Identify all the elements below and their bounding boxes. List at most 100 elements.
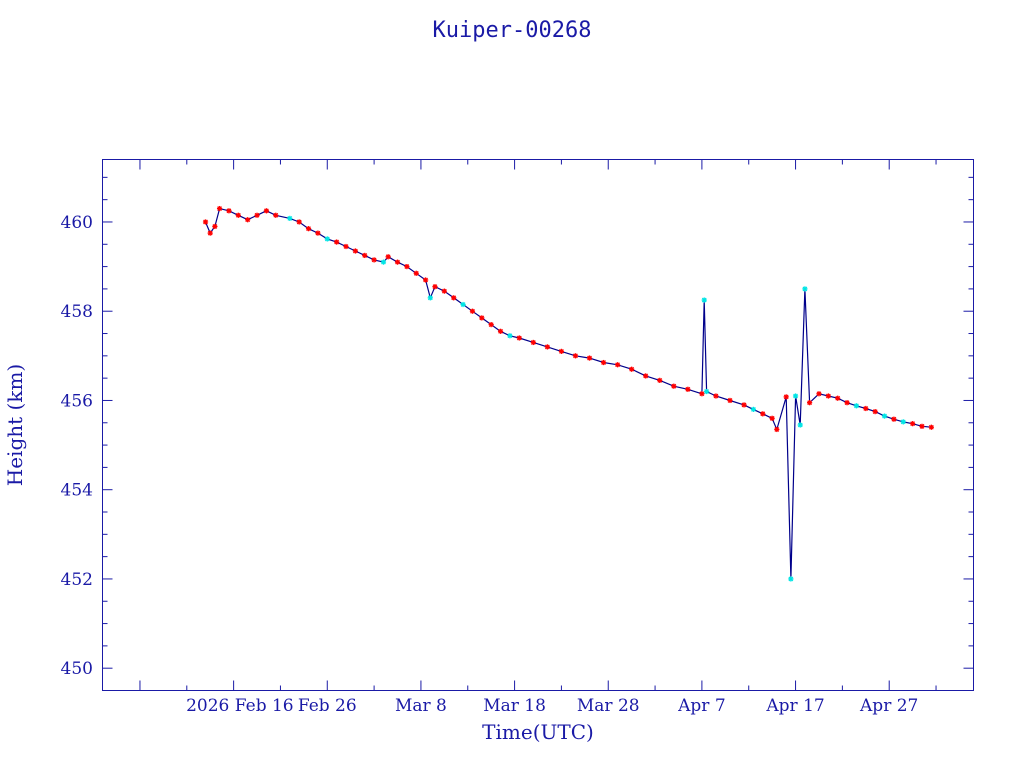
data-point-marker <box>816 391 822 397</box>
x-tick-label: Apr 27 <box>859 696 918 716</box>
series-line <box>204 207 932 579</box>
data-point-marker <box>516 335 522 341</box>
data-point-marker <box>600 359 607 366</box>
data-point-marker <box>427 295 433 301</box>
data-point-marker <box>441 288 447 294</box>
data-point-marker <box>404 263 410 270</box>
data-point-marker <box>760 411 766 417</box>
data-point-marker <box>479 315 485 321</box>
data-point-marker <box>928 424 934 430</box>
data-point-marker <box>881 413 888 419</box>
data-point-marker <box>530 339 536 346</box>
data-point-marker <box>835 395 841 401</box>
data-point-marker <box>671 383 677 389</box>
data-point-marker <box>872 409 878 415</box>
data-point-marker <box>643 373 649 379</box>
data-point-marker <box>615 362 621 368</box>
data-point-marker <box>385 254 391 260</box>
data-point-marker <box>226 208 232 214</box>
data-point-marker <box>235 212 241 218</box>
data-point-marker <box>802 286 808 292</box>
data-point-marker <box>362 252 368 259</box>
data-point-marker <box>769 415 775 421</box>
data-point-marker <box>797 422 803 428</box>
data-point-marker <box>263 208 269 214</box>
data-point-marker <box>273 212 279 218</box>
data-point-marker <box>572 353 579 359</box>
data-point-marker <box>741 402 747 408</box>
data-point-marker <box>413 270 419 276</box>
series-markers <box>202 205 934 582</box>
y-tick-label: 450 <box>61 659 93 679</box>
data-point-marker <box>713 393 719 399</box>
x-tick-label: Mar 28 <box>577 696 640 716</box>
x-axis-tick-labels: 2026 Feb 16 Feb 26 Mar 8 Mar 18 Mar 28 Apr 7 A… <box>186 696 918 716</box>
data-point-marker <box>324 236 330 242</box>
axis-ticks <box>102 159 974 691</box>
y-tick-label: 452 <box>61 570 93 590</box>
data-point-marker <box>352 248 358 254</box>
data-point-marker <box>216 205 223 212</box>
data-point-marker <box>792 393 799 399</box>
data-point-marker <box>334 239 340 245</box>
y-tick-label: 454 <box>61 481 93 501</box>
data-point-marker <box>774 426 780 433</box>
data-point-marker <box>844 400 850 406</box>
y-tick-label: 456 <box>61 391 93 411</box>
data-point-marker <box>315 230 321 236</box>
data-point-marker <box>685 386 691 392</box>
data-point-marker <box>853 403 860 409</box>
data-point-marker <box>371 257 377 263</box>
data-point-marker <box>825 393 831 399</box>
data-point-marker <box>750 406 757 412</box>
data-point-marker <box>544 344 550 350</box>
data-point-marker <box>727 397 733 404</box>
y-tick-label: 458 <box>61 302 93 322</box>
data-point-marker <box>910 421 916 427</box>
x-tick-label: Feb 26 <box>298 696 357 716</box>
data-point-marker <box>343 243 349 250</box>
data-point-marker <box>488 322 494 328</box>
data-point-marker <box>788 576 794 582</box>
data-point-marker <box>380 259 387 265</box>
data-point-marker <box>287 215 293 222</box>
data-point-marker <box>863 405 869 412</box>
data-point-marker <box>212 223 218 230</box>
data-point-marker <box>507 333 513 339</box>
data-point-marker <box>254 212 260 218</box>
data-point-marker <box>891 416 897 422</box>
x-tick-label: Mar 8 <box>395 696 447 716</box>
plot-frame <box>102 159 974 691</box>
data-point-marker <box>305 226 312 232</box>
data-point-marker <box>497 328 504 334</box>
data-point-marker <box>202 219 209 225</box>
x-tick-label: Apr 7 <box>677 696 726 716</box>
data-point-marker <box>207 230 213 236</box>
data-point-marker <box>451 295 457 301</box>
x-tick-label: Mar 18 <box>483 696 546 716</box>
data-point-marker <box>629 366 635 372</box>
data-point-marker <box>701 297 707 303</box>
x-tick-label: 2026 Feb 16 <box>186 696 294 716</box>
y-tick-label: 460 <box>61 213 93 233</box>
data-point-marker <box>657 377 663 383</box>
data-point-marker <box>586 355 593 361</box>
data-point-marker <box>245 217 251 223</box>
data-point-marker <box>423 277 429 283</box>
data-point-marker <box>460 301 466 308</box>
data-point-marker <box>703 388 710 395</box>
data-point-marker <box>394 259 401 265</box>
data-point-marker <box>558 348 565 354</box>
data-point-marker <box>296 219 302 225</box>
chart-title: Kuiper-00268 <box>433 18 592 43</box>
data-point-marker <box>919 423 925 429</box>
y-axis-tick-labels: 450 452 454 456 458 460 <box>61 213 93 679</box>
x-axis-label: Time(UTC) <box>482 720 594 744</box>
x-tick-label: Apr 17 <box>765 696 824 716</box>
data-point-marker <box>469 308 476 314</box>
data-point-marker <box>900 419 906 425</box>
data-point-marker <box>432 284 438 290</box>
data-point-marker <box>807 400 813 406</box>
data-point-marker <box>783 394 789 400</box>
